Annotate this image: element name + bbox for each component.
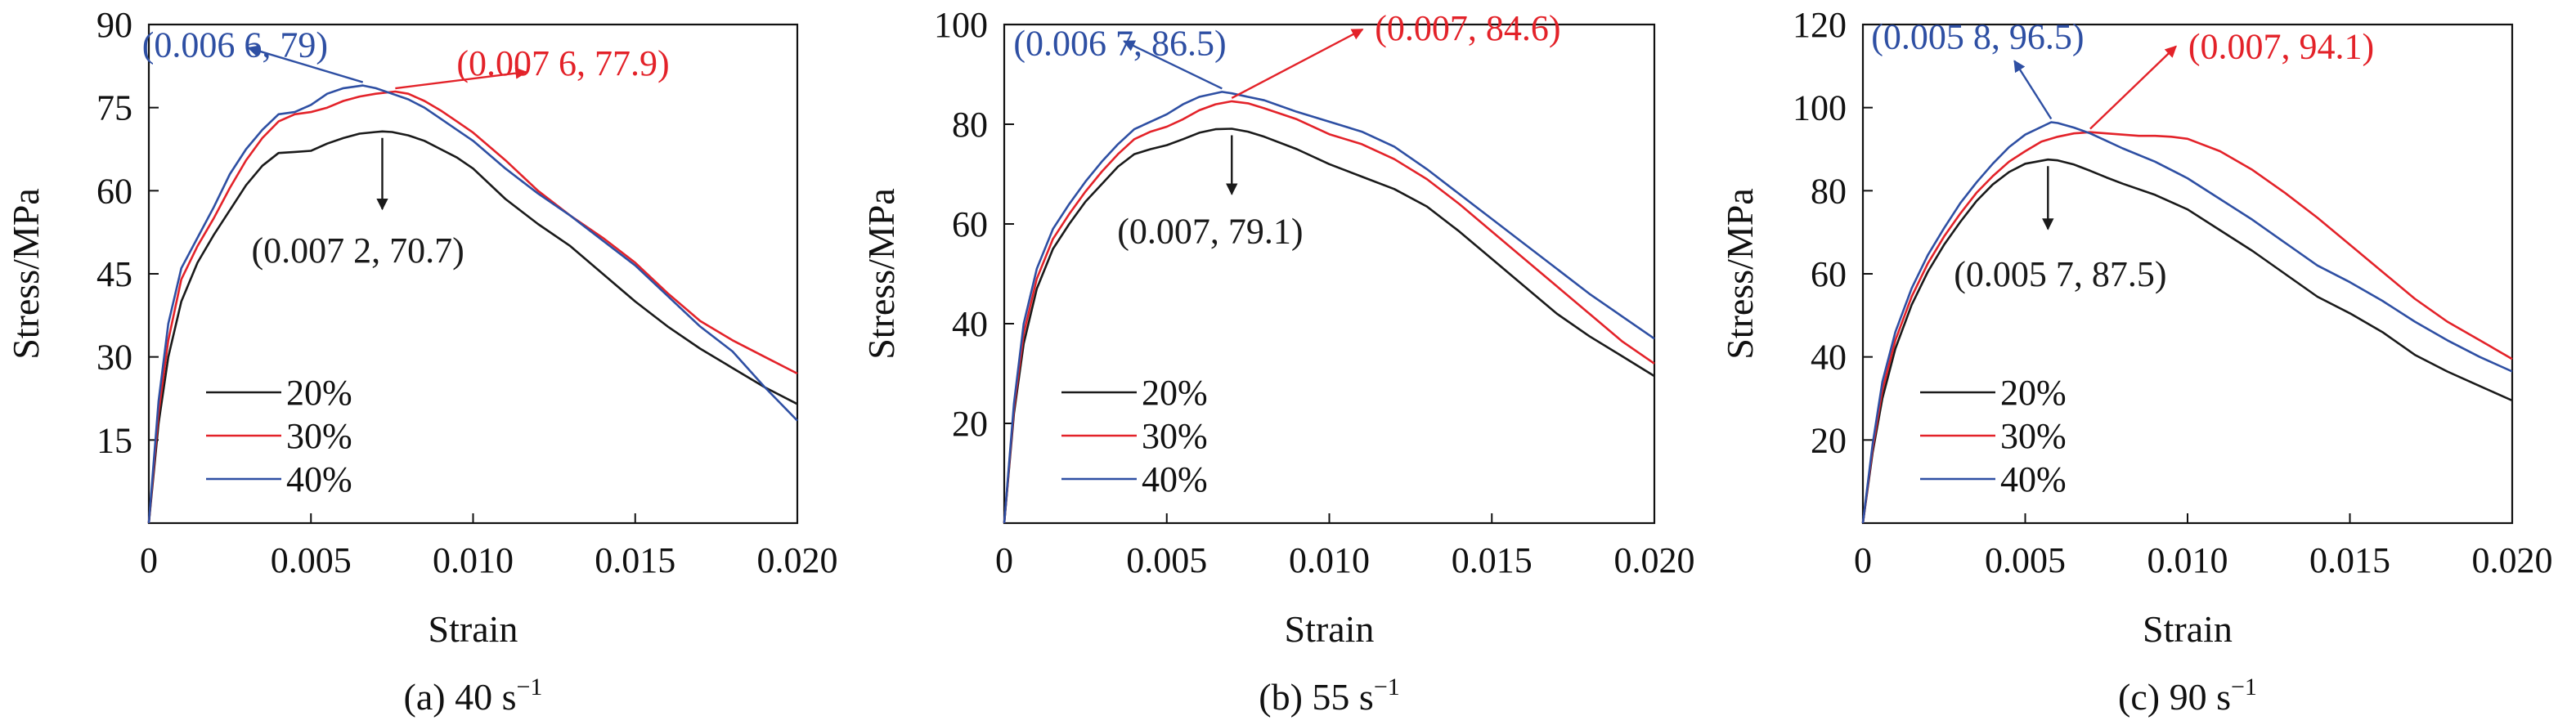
x-tick-label: 0.005 bbox=[1126, 540, 1207, 580]
legend-label: 30% bbox=[2000, 416, 2067, 456]
y-tick-label: 40 bbox=[952, 304, 988, 344]
annotation-label: (0.005 7, 87.5) bbox=[1954, 254, 2166, 294]
y-tick-label: 80 bbox=[952, 105, 988, 145]
y-tick-label: 20 bbox=[1811, 420, 1847, 460]
x-tick-label: 0.015 bbox=[1452, 540, 1533, 580]
series-line-30pct bbox=[1003, 100, 1655, 524]
y-tick-label: 120 bbox=[1793, 5, 1847, 45]
y-tick-label: 75 bbox=[96, 88, 132, 128]
x-tick-label: 0.015 bbox=[2309, 540, 2390, 580]
x-tick-label: 0.015 bbox=[595, 540, 675, 580]
legend-label: 20% bbox=[2000, 373, 2067, 413]
legend-label: 30% bbox=[1142, 416, 1208, 456]
x-axis-label: Strain bbox=[2143, 608, 2233, 650]
y-tick-label: 20 bbox=[952, 404, 988, 444]
legend-label: 40% bbox=[286, 459, 352, 499]
series-line-20pct bbox=[1861, 158, 2513, 524]
caption-text: (c) 90 s bbox=[2118, 676, 2231, 718]
annotation-arrow bbox=[1123, 40, 1223, 90]
annotation-arrow bbox=[1231, 28, 1364, 100]
y-tick-label: 60 bbox=[952, 204, 988, 244]
chart-panel-3: 0 0.005 0.010 0.015 0.020 20 40 60 80 100 120 Strai… bbox=[1719, 5, 2553, 718]
annotation-arrow bbox=[395, 67, 527, 90]
x-tick-label: 0.010 bbox=[433, 540, 514, 580]
legend-label: 40% bbox=[2000, 459, 2067, 499]
annotation-arrow bbox=[2013, 60, 2053, 120]
y-tick-label: 80 bbox=[1811, 171, 1847, 211]
annotation-label: (0.007, 94.1) bbox=[2188, 27, 2374, 67]
y-tick-label: 100 bbox=[934, 5, 988, 45]
series-line-20pct bbox=[147, 130, 798, 524]
y-tick-label: 40 bbox=[1811, 338, 1847, 378]
legend-label: 40% bbox=[1142, 459, 1208, 499]
x-tick-label: 0.005 bbox=[271, 540, 352, 580]
x-tick-label: 0.005 bbox=[1985, 540, 2066, 580]
y-tick-label: 15 bbox=[96, 420, 132, 460]
caption-text: (a) 40 s bbox=[404, 676, 517, 718]
annotation-label: (0.006 6, 79) bbox=[142, 25, 328, 65]
legend-label: 30% bbox=[286, 416, 352, 456]
series-line-20pct bbox=[1003, 128, 1655, 524]
annotation-label: (0.007, 84.6) bbox=[1375, 8, 1560, 48]
caption-text: (b) 55 s bbox=[1259, 676, 1374, 718]
y-tick-label: 60 bbox=[96, 171, 132, 211]
plot-frame bbox=[1003, 23, 1656, 525]
x-tick-label: 0 bbox=[995, 540, 1013, 580]
panel-caption: (b) 55 s−1 bbox=[1259, 674, 1399, 718]
annotation-arrow bbox=[2089, 45, 2177, 130]
y-tick-label: 90 bbox=[96, 5, 132, 45]
legend-label: 20% bbox=[286, 373, 352, 413]
caption-superscript: −1 bbox=[2231, 674, 2257, 700]
series-line-30pct bbox=[147, 90, 798, 524]
annotation-label: (0.007, 79.1) bbox=[1117, 211, 1303, 251]
x-tick-label: 0.020 bbox=[2472, 540, 2553, 580]
annotation-label: (0.007 6, 77.9) bbox=[456, 43, 669, 83]
panel-caption: (a) 40 s−1 bbox=[404, 674, 543, 718]
x-axis-label: Strain bbox=[1285, 608, 1375, 650]
y-tick-label: 60 bbox=[1811, 254, 1847, 294]
series-line-40pct bbox=[1003, 91, 1655, 524]
legend-label: 20% bbox=[1142, 373, 1208, 413]
series-line-30pct bbox=[1861, 131, 2513, 524]
caption-superscript: −1 bbox=[1374, 674, 1400, 700]
panel-caption: (c) 90 s−1 bbox=[2118, 674, 2257, 718]
y-tick-label: 30 bbox=[96, 338, 132, 378]
chart-panel-1: 0 0.005 0.010 0.015 0.020 15 30 45 60 75 90 Strain S… bbox=[5, 5, 838, 718]
x-tick-label: 0.010 bbox=[2147, 540, 2228, 580]
y-axis-label: Stress/MPa bbox=[5, 188, 47, 360]
y-tick-label: 100 bbox=[1793, 88, 1847, 128]
x-tick-label: 0 bbox=[1854, 540, 1872, 580]
y-axis-label: Stress/MPa bbox=[860, 188, 902, 360]
chart-panel-2: 0 0.005 0.010 0.015 0.020 20 40 60 80 100 Strain St… bbox=[860, 5, 1695, 718]
x-tick-label: 0.010 bbox=[1289, 540, 1370, 580]
y-tick-label: 45 bbox=[96, 254, 132, 294]
annotation-label: (0.006 7, 86.5) bbox=[1013, 23, 1226, 63]
y-axis-label: Stress/MPa bbox=[1719, 188, 1761, 360]
x-axis-label: Strain bbox=[429, 608, 518, 650]
annotation-arrow bbox=[247, 45, 364, 83]
annotation-label: (0.005 8, 96.5) bbox=[1871, 16, 2084, 56]
caption-superscript: −1 bbox=[517, 674, 543, 700]
x-tick-label: 0.020 bbox=[757, 540, 838, 580]
series-line-40pct bbox=[1861, 121, 2513, 524]
x-tick-label: 0 bbox=[140, 540, 158, 580]
plot-frame bbox=[147, 23, 799, 525]
x-tick-label: 0.020 bbox=[1614, 540, 1695, 580]
series-line-40pct bbox=[147, 84, 798, 524]
annotation-label: (0.007 2, 70.7) bbox=[251, 230, 464, 271]
